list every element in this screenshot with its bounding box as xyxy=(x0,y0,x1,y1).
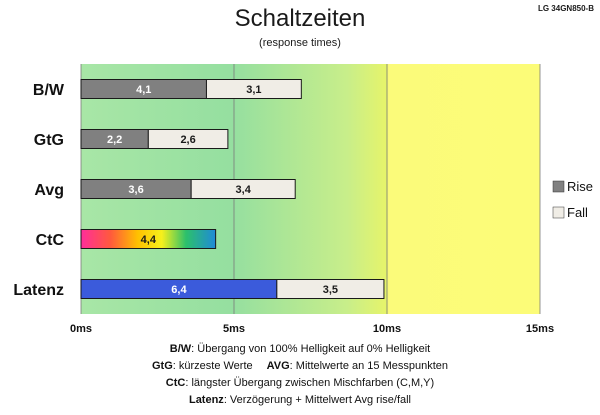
data-label: 3,6 xyxy=(128,184,143,196)
x-tick-label: 15ms xyxy=(526,323,554,335)
legend: Rise Fall xyxy=(552,179,593,220)
monitor-model: LG 34GN850-B xyxy=(538,4,594,13)
footnote-bw: B/W: Übergang von 100% Helligkeit auf 0%… xyxy=(170,343,430,355)
category-label: GtG xyxy=(34,132,64,149)
legend-label-fall: Fall xyxy=(567,205,588,220)
footnote-ctc: CtC: längster Übergang zwischen Mischfar… xyxy=(166,377,434,389)
bar-fall xyxy=(205,79,302,99)
data-label: 4,1 xyxy=(136,84,151,96)
bar-fall xyxy=(190,179,296,199)
x-tick-label: 10ms xyxy=(373,323,401,335)
data-label: 4,4 xyxy=(141,234,157,246)
data-label: 2,6 xyxy=(180,134,195,146)
bar-fall xyxy=(276,279,385,299)
legend-swatch-fall xyxy=(552,206,565,219)
bar-fall xyxy=(147,129,229,149)
legend-label-rise: Rise xyxy=(567,179,593,194)
data-label: 3,4 xyxy=(236,184,252,196)
footnotes: B/W: Übergang von 100% Helligkeit auf 0%… xyxy=(152,343,448,406)
footnote-gtg-avg: GtG: kürzeste Werte AVG: Mittelwerte an 1… xyxy=(152,360,448,372)
chart-title: Schaltzeiten xyxy=(235,5,366,32)
data-label: 2,2 xyxy=(107,134,122,146)
category-label: Latenz xyxy=(13,282,64,299)
bars: 4,1 3,1 2,2 2,6 3,6 3,4 4,4 6,4 3,5 xyxy=(80,79,385,299)
legend-swatch-rise xyxy=(552,180,565,193)
data-label: 3,5 xyxy=(323,284,338,296)
x-axis-ticks: 0ms 5ms 10ms 15ms xyxy=(70,323,554,335)
footnote-latenz: Latenz: Verzögerung + Mittelwert Avg ris… xyxy=(189,394,411,406)
category-label: Avg xyxy=(34,182,64,199)
category-labels: B/W GtG Avg CtC Latenz xyxy=(13,82,65,299)
x-tick-label: 5ms xyxy=(223,323,245,335)
data-label: 6,4 xyxy=(171,284,187,296)
data-label: 3,1 xyxy=(246,84,261,96)
category-label: B/W xyxy=(33,82,65,99)
category-label: CtC xyxy=(36,232,65,249)
x-tick-label: 0ms xyxy=(70,323,92,335)
chart-subtitle: (response times) xyxy=(259,37,341,49)
bar-ctc xyxy=(80,229,217,249)
